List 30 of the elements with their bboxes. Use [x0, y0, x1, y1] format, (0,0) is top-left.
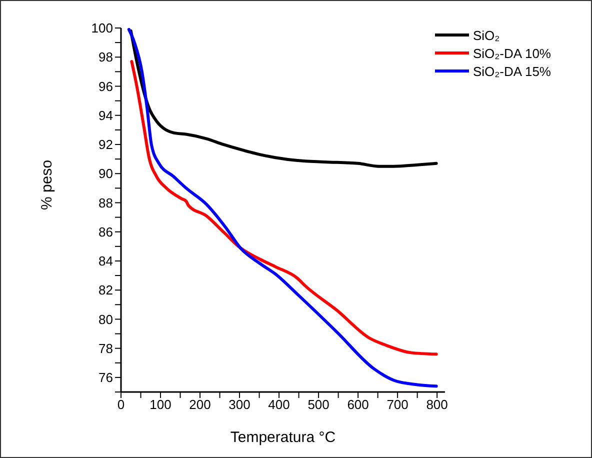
x-tick-label: 200 [189, 397, 211, 412]
y-tick-label: 86 [98, 224, 113, 240]
legend-label: SiO₂-DA 15% [472, 64, 551, 78]
y-tick-label: 78 [98, 340, 113, 356]
x-tick-label: 0 [117, 397, 125, 412]
line-series [129, 29, 438, 168]
legend-label: SiO₂ [472, 28, 500, 42]
y-tick-label: 84 [98, 254, 113, 269]
y-tick-label: 80 [98, 312, 113, 327]
legend-label: SiO₂-DA 10% [472, 46, 551, 60]
x-tick-label: 800 [426, 397, 448, 412]
y-tick-label: 98 [98, 50, 113, 65]
x-tick-label: 600 [347, 397, 369, 412]
x-tick-label: 400 [268, 397, 290, 412]
y-tick-label: 76 [98, 370, 113, 386]
x-tick-label: 500 [308, 397, 330, 412]
line-series [127, 28, 438, 388]
y-tick-label: 100 [91, 20, 113, 36]
x-axis-title: Temperatura °C [230, 429, 336, 446]
y-tick-label: 94 [98, 108, 113, 123]
x-tick-label: 100 [150, 397, 172, 412]
y-tick-label: 88 [98, 195, 113, 210]
line-series [130, 60, 438, 356]
y-tick-label: 96 [98, 78, 113, 94]
x-tick-label: 300 [228, 397, 250, 412]
y-tick-label: 92 [98, 137, 113, 152]
x-tick-label: 700 [386, 397, 408, 412]
y-axis-title: % peso [38, 160, 56, 210]
y-tick-label: 82 [98, 282, 113, 298]
y-tick-label: 90 [98, 166, 113, 182]
